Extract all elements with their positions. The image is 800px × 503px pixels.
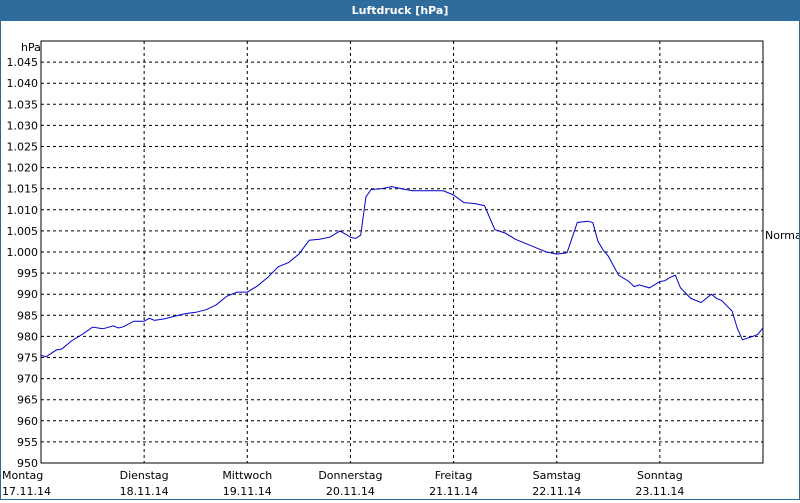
normal-reference-label: Normal: [765, 229, 799, 242]
y-tick-label: 955: [17, 436, 38, 449]
x-tick-day: Freitag: [435, 469, 473, 482]
x-tick-date: 23.11.14: [635, 485, 684, 498]
y-tick-label: 1.000: [7, 246, 39, 259]
series: [40, 186, 764, 358]
y-tick-label: 1.005: [7, 225, 39, 238]
y-tick-label: 1.030: [7, 119, 39, 132]
window-title: Luftdruck [hPa]: [1, 1, 799, 21]
y-tick-label: 960: [17, 415, 38, 428]
y-tick-label: 1.045: [7, 56, 39, 69]
x-tick-date: 18.11.14: [120, 485, 169, 498]
pressure-series-line: [40, 186, 764, 358]
y-tick-label: 1.020: [7, 162, 39, 175]
y-tick-label: 975: [17, 352, 38, 365]
plot-frame: [40, 40, 764, 464]
y-tick-label: 1.010: [7, 204, 39, 217]
y-tick-label: 1.035: [7, 98, 39, 111]
y-tick-label: 950: [17, 457, 38, 470]
x-tick-date: 17.11.14: [2, 485, 51, 498]
pressure-chart: 950 955 960 965 970 975 980 985 990 995 1.000 1.005…: [2, 40, 800, 498]
x-tick-date: 20.11.14: [326, 485, 375, 498]
plot-area: 950 955 960 965 970 975 980 985 990 995 1.000 1.005…: [1, 22, 800, 499]
y-tick-label: 965: [17, 394, 38, 407]
x-tick-day: Dienstag: [120, 469, 169, 482]
x-tick-date: 22.11.14: [532, 485, 581, 498]
y-axis-label: hPa: [21, 41, 41, 54]
grid: [41, 41, 763, 463]
x-tick-day: Mittwoch: [222, 469, 272, 482]
x-tick-day: Montag: [2, 469, 43, 482]
x-tick-labels: Montag 17.11.14 Dienstag 18.11.14 Mittwoch 19…: [2, 469, 684, 498]
x-tick-date: 19.11.14: [223, 485, 272, 498]
x-tick-date: 21.11.14: [429, 485, 478, 498]
y-tick-label: 1.040: [7, 77, 39, 90]
y-tick-label: 980: [17, 330, 38, 343]
x-tick-day: Sonntag: [637, 469, 683, 482]
y-tick-label: 990: [17, 288, 38, 301]
y-tick-label: 970: [17, 373, 38, 386]
y-tick-label: 985: [17, 309, 38, 322]
y-tick-label: 995: [17, 267, 38, 280]
x-tick-day: Donnerstag: [318, 469, 382, 482]
y-tick-label: 1.015: [7, 183, 39, 196]
y-tick-label: 1.025: [7, 141, 39, 154]
y-tick-labels: 950 955 960 965 970 975 980 985 990 995 1.000 1.005…: [7, 56, 39, 470]
x-tick-day: Samstag: [533, 469, 581, 482]
